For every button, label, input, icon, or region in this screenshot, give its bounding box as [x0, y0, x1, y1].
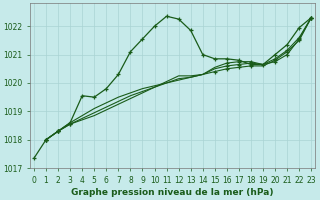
X-axis label: Graphe pression niveau de la mer (hPa): Graphe pression niveau de la mer (hPa): [71, 188, 274, 197]
